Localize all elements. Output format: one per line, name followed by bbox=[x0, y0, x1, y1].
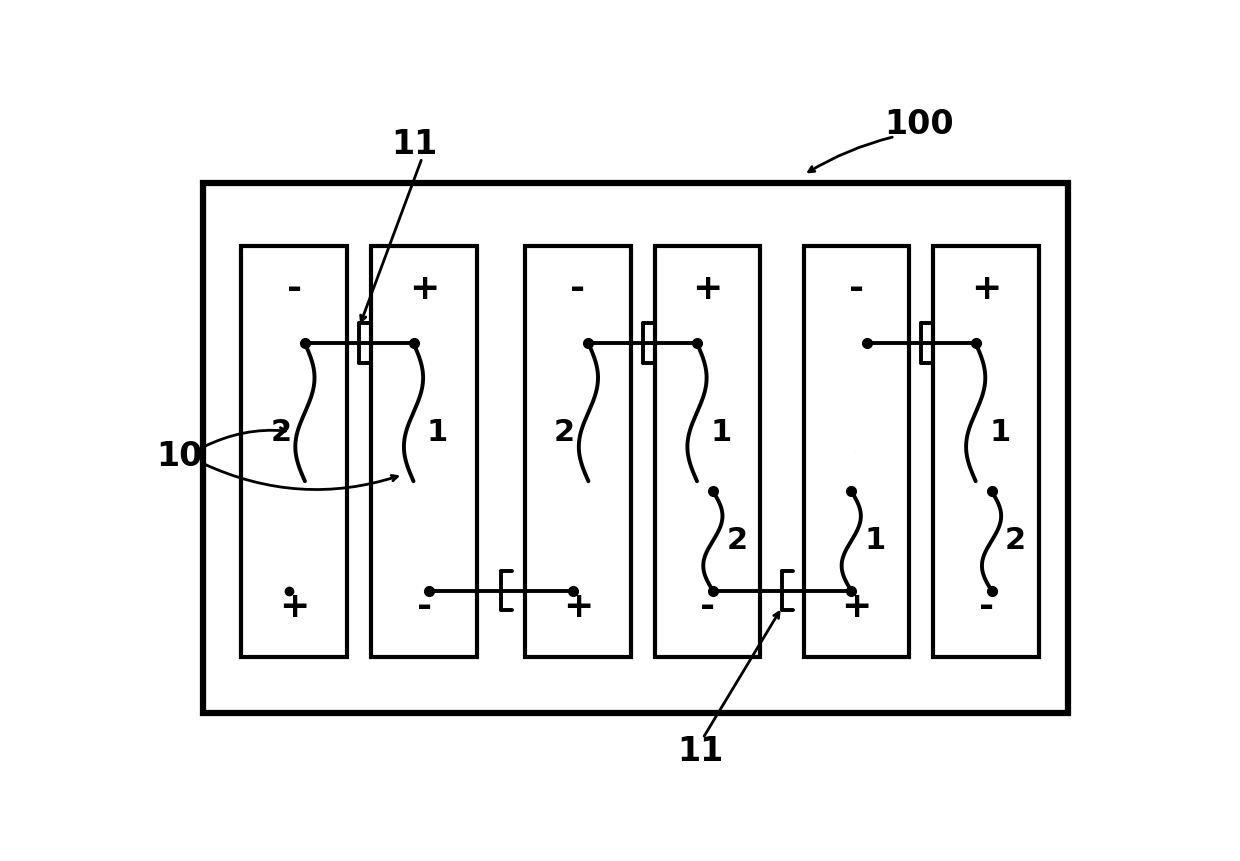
Text: -: - bbox=[286, 272, 301, 306]
Text: +: + bbox=[409, 272, 439, 306]
Text: +: + bbox=[971, 272, 1002, 306]
Text: -: - bbox=[701, 590, 715, 624]
Text: 2: 2 bbox=[554, 418, 575, 448]
Text: +: + bbox=[563, 590, 593, 624]
Text: +: + bbox=[692, 272, 723, 306]
Text: 1: 1 bbox=[711, 418, 732, 448]
Text: -: - bbox=[978, 590, 993, 624]
Text: 11: 11 bbox=[392, 128, 438, 161]
Text: 2: 2 bbox=[270, 418, 291, 448]
Bar bbox=[371, 246, 477, 657]
Bar bbox=[934, 246, 1039, 657]
Text: -: - bbox=[849, 272, 864, 306]
Text: 100: 100 bbox=[884, 108, 954, 141]
Text: 1: 1 bbox=[427, 418, 448, 448]
Bar bbox=[804, 246, 909, 657]
Text: -: - bbox=[570, 272, 585, 306]
Text: 10: 10 bbox=[156, 439, 202, 473]
Text: -: - bbox=[417, 590, 432, 624]
Text: 2: 2 bbox=[727, 526, 748, 555]
Bar bbox=[242, 246, 347, 657]
Text: 1: 1 bbox=[990, 418, 1011, 448]
Text: 11: 11 bbox=[678, 735, 724, 768]
Text: +: + bbox=[842, 590, 872, 624]
Text: 1: 1 bbox=[864, 526, 885, 555]
Text: +: + bbox=[279, 590, 310, 624]
Text: 2: 2 bbox=[1004, 526, 1027, 555]
Bar bbox=[203, 183, 1068, 713]
Bar bbox=[655, 246, 760, 657]
Bar bbox=[525, 246, 631, 657]
